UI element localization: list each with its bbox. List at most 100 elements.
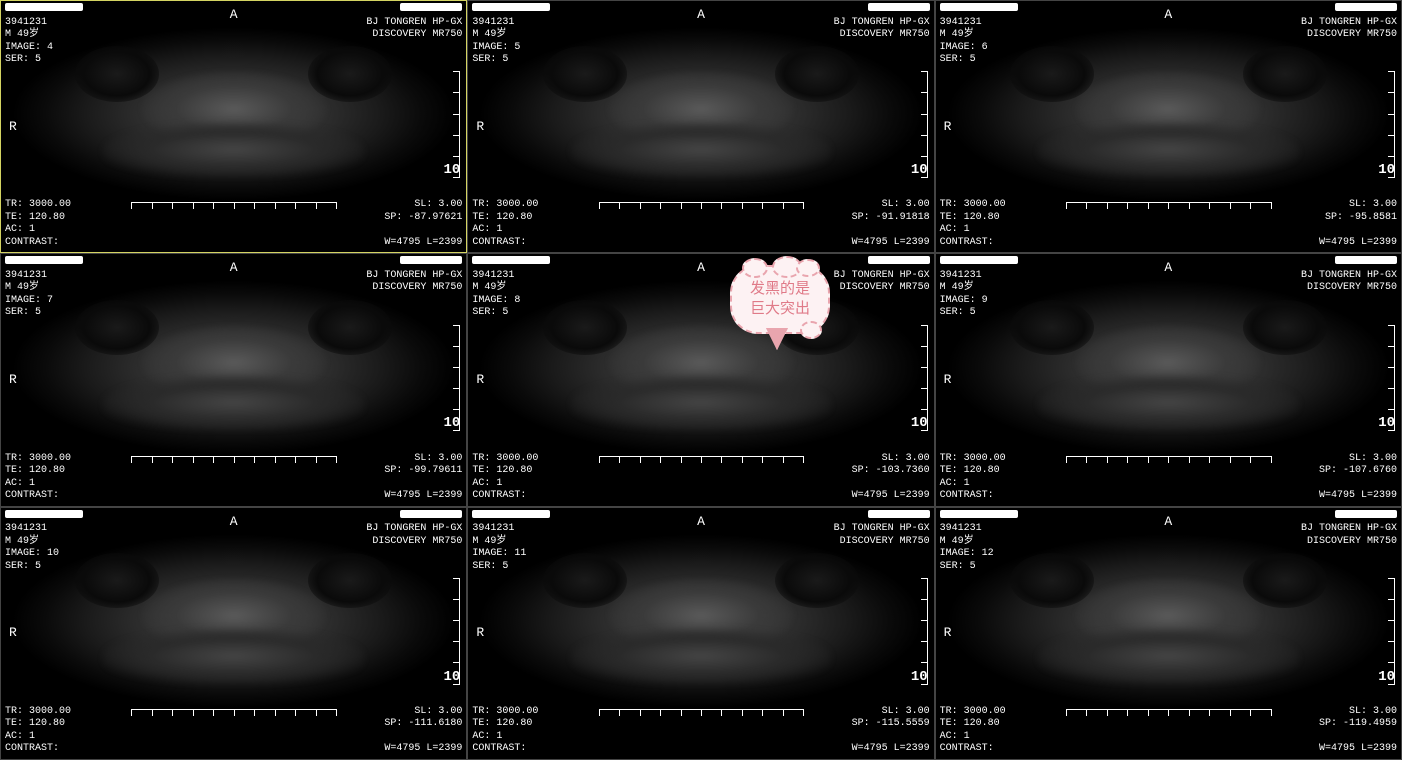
orientation-right: R xyxy=(476,372,484,388)
mri-artifact xyxy=(775,553,859,608)
mri-artifact xyxy=(75,300,159,355)
overlay-top-right: BJ TONGREN HP-GX DISCOVERY MR750 xyxy=(834,257,930,295)
overlay-top-left: 3941231 M 49岁 IMAGE: 5 SER: 5 xyxy=(472,4,520,67)
cloud-bump xyxy=(796,259,820,277)
annotation-text-line2: 巨大突出 xyxy=(750,299,810,319)
orientation-right: R xyxy=(9,119,17,135)
overlay-bottom-left: TR: 3000.00 TE: 120.80 AC: 1 CONTRAST: xyxy=(940,453,1006,503)
mri-slice-2[interactable]: 3941231 M 49岁 IMAGE: 5 SER: 5 BJ TONGREN… xyxy=(467,0,934,253)
overlay-top-left: 3941231 M 49岁 IMAGE: 6 SER: 5 xyxy=(940,4,988,67)
scale-ruler-horizontal xyxy=(131,202,336,214)
scale-ruler-horizontal xyxy=(1066,202,1271,214)
mri-artifact xyxy=(308,300,392,355)
mri-slice-grid: 3941231 M 49岁 IMAGE: 4 SER: 5 BJ TONGREN… xyxy=(0,0,1402,760)
orientation-right: R xyxy=(944,372,952,388)
mri-artifact xyxy=(1243,46,1327,101)
annotation-cloud: 发黑的是 巨大突出 xyxy=(730,265,830,334)
orientation-anterior: A xyxy=(697,514,705,530)
overlay-bottom-right: SL: 3.00 SP: -99.79611 W=4795 L=2399 xyxy=(384,453,462,503)
mri-artifact xyxy=(1243,300,1327,355)
scale-ruler-horizontal xyxy=(1066,456,1271,468)
overlay-bottom-right: SL: 3.00 SP: -87.97621 W=4795 L=2399 xyxy=(384,199,462,249)
overlay-top-left: 3941231 M 49岁 IMAGE: 11 SER: 5 xyxy=(472,511,526,574)
scale-label: 10 xyxy=(1378,415,1395,431)
cloud-bump xyxy=(800,321,822,339)
scale-label: 10 xyxy=(911,415,928,431)
scale-ruler-horizontal xyxy=(599,202,804,214)
overlay-bottom-right: SL: 3.00 SP: -119.4959 W=4795 L=2399 xyxy=(1319,706,1397,756)
overlay-bottom-right: SL: 3.00 SP: -115.5559 W=4795 L=2399 xyxy=(852,706,930,756)
orientation-anterior: A xyxy=(1164,7,1172,23)
annotation-bubble: 发黑的是 巨大突出 xyxy=(730,265,830,334)
orientation-right: R xyxy=(9,372,17,388)
overlay-bottom-left: TR: 3000.00 TE: 120.80 AC: 1 CONTRAST: xyxy=(940,706,1006,756)
mri-artifact xyxy=(75,46,159,101)
overlay-bottom-right: SL: 3.00 SP: -91.91818 W=4795 L=2399 xyxy=(852,199,930,249)
overlay-bottom-right: SL: 3.00 SP: -107.6760 W=4795 L=2399 xyxy=(1319,453,1397,503)
overlay-top-right: BJ TONGREN HP-GX DISCOVERY MR750 xyxy=(1301,511,1397,549)
scale-ruler-horizontal xyxy=(131,456,336,468)
orientation-anterior: A xyxy=(697,7,705,23)
mri-artifact xyxy=(308,553,392,608)
scale-label: 10 xyxy=(444,415,461,431)
scale-label: 10 xyxy=(1378,669,1395,685)
overlay-bottom-right: SL: 3.00 SP: -95.8581 W=4795 L=2399 xyxy=(1319,199,1397,249)
scale-ruler-horizontal xyxy=(1066,709,1271,721)
overlay-top-right: BJ TONGREN HP-GX DISCOVERY MR750 xyxy=(366,4,462,42)
mri-slice-5[interactable]: 3941231 M 49岁 IMAGE: 8 SER: 5 BJ TONGREN… xyxy=(467,253,934,506)
mri-slice-7[interactable]: 3941231 M 49岁 IMAGE: 10 SER: 5 BJ TONGRE… xyxy=(0,507,467,760)
orientation-right: R xyxy=(944,625,952,641)
mri-artifact xyxy=(543,46,627,101)
orientation-right: R xyxy=(476,119,484,135)
orientation-right: R xyxy=(9,625,17,641)
overlay-bottom-left: TR: 3000.00 TE: 120.80 AC: 1 CONTRAST: xyxy=(472,199,538,249)
mri-slice-3[interactable]: 3941231 M 49岁 IMAGE: 6 SER: 5 BJ TONGREN… xyxy=(935,0,1402,253)
orientation-anterior: A xyxy=(697,260,705,276)
overlay-top-right: BJ TONGREN HP-GX DISCOVERY MR750 xyxy=(1301,257,1397,295)
scale-label: 10 xyxy=(911,162,928,178)
orientation-anterior: A xyxy=(1164,514,1172,530)
cloud-tail-icon xyxy=(768,330,786,350)
mri-artifact xyxy=(1010,553,1094,608)
scale-ruler-horizontal xyxy=(599,456,804,468)
mri-artifact xyxy=(543,553,627,608)
overlay-top-left: 3941231 M 49岁 IMAGE: 10 SER: 5 xyxy=(5,511,59,574)
overlay-bottom-left: TR: 3000.00 TE: 120.80 AC: 1 CONTRAST: xyxy=(472,706,538,756)
mri-artifact xyxy=(543,300,627,355)
overlay-top-right: BJ TONGREN HP-GX DISCOVERY MR750 xyxy=(834,4,930,42)
overlay-bottom-right: SL: 3.00 SP: -103.7360 W=4795 L=2399 xyxy=(852,453,930,503)
overlay-top-right: BJ TONGREN HP-GX DISCOVERY MR750 xyxy=(366,257,462,295)
orientation-right: R xyxy=(944,119,952,135)
scale-label: 10 xyxy=(444,162,461,178)
scale-ruler-horizontal xyxy=(599,709,804,721)
overlay-bottom-left: TR: 3000.00 TE: 120.80 AC: 1 CONTRAST: xyxy=(5,453,71,503)
overlay-top-left: 3941231 M 49岁 IMAGE: 9 SER: 5 xyxy=(940,257,988,320)
overlay-bottom-left: TR: 3000.00 TE: 120.80 AC: 1 CONTRAST: xyxy=(472,453,538,503)
mri-slice-6[interactable]: 3941231 M 49岁 IMAGE: 9 SER: 5 BJ TONGREN… xyxy=(935,253,1402,506)
orientation-anterior: A xyxy=(230,260,238,276)
orientation-anterior: A xyxy=(1164,260,1172,276)
scale-ruler-horizontal xyxy=(131,709,336,721)
overlay-bottom-left: TR: 3000.00 TE: 120.80 AC: 1 CONTRAST: xyxy=(940,199,1006,249)
mri-artifact xyxy=(1010,46,1094,101)
orientation-right: R xyxy=(476,625,484,641)
overlay-bottom-left: TR: 3000.00 TE: 120.80 AC: 1 CONTRAST: xyxy=(5,199,71,249)
mri-artifact xyxy=(1243,553,1327,608)
overlay-top-left: 3941231 M 49岁 IMAGE: 8 SER: 5 xyxy=(472,257,520,320)
overlay-top-left: 3941231 M 49岁 IMAGE: 7 SER: 5 xyxy=(5,257,53,320)
cloud-bump xyxy=(742,258,768,278)
mri-artifact xyxy=(308,46,392,101)
overlay-bottom-left: TR: 3000.00 TE: 120.80 AC: 1 CONTRAST: xyxy=(5,706,71,756)
mri-slice-4[interactable]: 3941231 M 49岁 IMAGE: 7 SER: 5 BJ TONGREN… xyxy=(0,253,467,506)
mri-artifact xyxy=(1010,300,1094,355)
orientation-anterior: A xyxy=(230,7,238,23)
overlay-top-left: 3941231 M 49岁 IMAGE: 4 SER: 5 xyxy=(5,4,53,67)
scale-label: 10 xyxy=(1378,162,1395,178)
mri-artifact xyxy=(75,553,159,608)
mri-slice-9[interactable]: 3941231 M 49岁 IMAGE: 12 SER: 5 BJ TONGRE… xyxy=(935,507,1402,760)
mri-slice-8[interactable]: 3941231 M 49岁 IMAGE: 11 SER: 5 BJ TONGRE… xyxy=(467,507,934,760)
mri-slice-1[interactable]: 3941231 M 49岁 IMAGE: 4 SER: 5 BJ TONGREN… xyxy=(0,0,467,253)
annotation-text-line1: 发黑的是 xyxy=(750,279,810,299)
scale-label: 10 xyxy=(444,669,461,685)
overlay-top-right: BJ TONGREN HP-GX DISCOVERY MR750 xyxy=(834,511,930,549)
